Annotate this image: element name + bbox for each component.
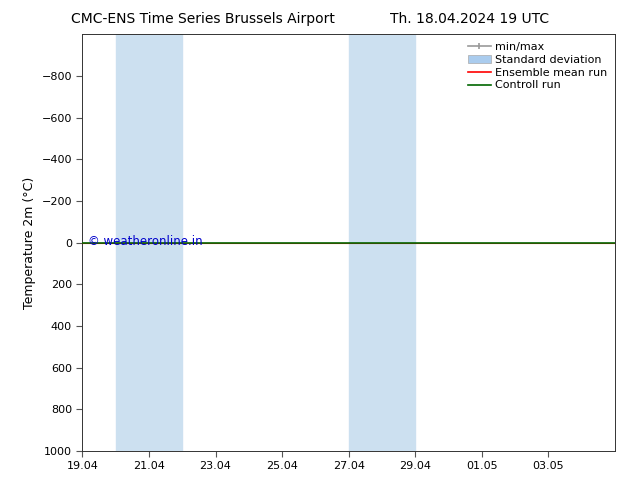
Text: CMC-ENS Time Series Brussels Airport: CMC-ENS Time Series Brussels Airport	[71, 12, 335, 26]
Text: © weatheronline.in: © weatheronline.in	[87, 235, 202, 248]
Bar	[382, 34, 415, 451]
Bar	[149, 34, 183, 451]
Y-axis label: Temperature 2m (°C): Temperature 2m (°C)	[23, 176, 36, 309]
Text: Th. 18.04.2024 19 UTC: Th. 18.04.2024 19 UTC	[390, 12, 548, 26]
Bar	[116, 34, 149, 451]
Legend: min/max, Standard deviation, Ensemble mean run, Controll run: min/max, Standard deviation, Ensemble me…	[466, 40, 609, 93]
Bar	[349, 34, 382, 451]
